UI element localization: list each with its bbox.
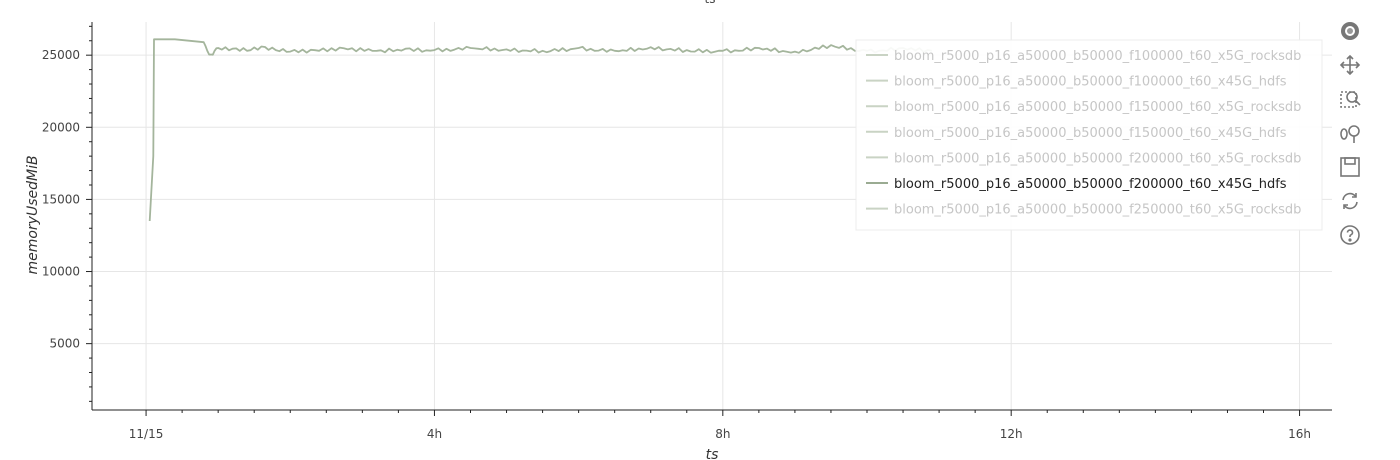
- y-axis-label: memoryUsedMiB: [25, 155, 41, 274]
- x-tick-label-0: 11/15: [129, 427, 164, 441]
- legend-item-6[interactable]: bloom_r5000_p16_a50000_b50000_f250000_t6…: [866, 203, 1301, 218]
- legend-label: bloom_r5000_p16_a50000_b50000_f200000_t6…: [894, 177, 1287, 192]
- legend-label: bloom_r5000_p16_a50000_b50000_f100000_t6…: [894, 49, 1301, 64]
- legend-label: bloom_r5000_p16_a50000_b50000_f250000_t6…: [894, 203, 1301, 218]
- legend-label: bloom_r5000_p16_a50000_b50000_f100000_t6…: [894, 75, 1287, 90]
- legend-item-2[interactable]: bloom_r5000_p16_a50000_b50000_f150000_t6…: [866, 100, 1301, 115]
- wheel-zoom-icon[interactable]: [1337, 120, 1363, 146]
- toolbar: [1333, 18, 1367, 258]
- x-tick-label-1: 4h: [427, 427, 442, 441]
- x-tick-label-3: 12h: [1000, 427, 1023, 441]
- y-tick-label-3: 20000: [42, 120, 80, 134]
- legend-item-4[interactable]: bloom_r5000_p16_a50000_b50000_f200000_t6…: [866, 151, 1301, 166]
- x-axis-label: ts: [706, 447, 719, 460]
- series-lines: [148, 38, 933, 222]
- axes: [91, 22, 1332, 411]
- y-tick-label-2: 15000: [42, 192, 80, 206]
- x-axis-ticks: 11/15 4h 8h 12h 16h: [129, 410, 1311, 441]
- y-tick-label-4: 25000: [42, 48, 80, 62]
- legend-item-3[interactable]: bloom_r5000_p16_a50000_b50000_f150000_t6…: [866, 126, 1287, 141]
- save-icon[interactable]: [1337, 154, 1363, 180]
- y-tick-label-0: 5000: [49, 337, 80, 351]
- legend-item-1[interactable]: bloom_r5000_p16_a50000_b50000_f100000_t6…: [866, 75, 1287, 90]
- x-tick-label-2: 8h: [715, 427, 730, 441]
- help-icon[interactable]: [1337, 222, 1363, 248]
- legend[interactable]: bloom_r5000_p16_a50000_b50000_f100000_t6…: [855, 39, 1323, 231]
- legend-label: bloom_r5000_p16_a50000_b50000_f150000_t6…: [894, 126, 1287, 141]
- legend-item-0[interactable]: bloom_r5000_p16_a50000_b50000_f100000_t6…: [866, 49, 1301, 64]
- y-tick-label-1: 10000: [42, 265, 80, 279]
- y-axis-ticks: 5000 10000 15000 20000 25000: [42, 25, 92, 402]
- legend-item-5[interactable]: bloom_r5000_p16_a50000_b50000_f200000_t6…: [866, 177, 1287, 192]
- series-line-5: [148, 38, 933, 222]
- legend-label: bloom_r5000_p16_a50000_b50000_f200000_t6…: [894, 151, 1301, 166]
- reset-icon[interactable]: [1337, 188, 1363, 214]
- pan-icon[interactable]: [1337, 52, 1363, 78]
- legend-label: bloom_r5000_p16_a50000_b50000_f150000_t6…: [894, 100, 1301, 115]
- chart-title: ts: [705, 0, 716, 6]
- box-zoom-icon[interactable]: [1337, 86, 1363, 112]
- bokeh-logo-icon[interactable]: [1337, 18, 1363, 44]
- x-tick-label-4: 16h: [1288, 427, 1311, 441]
- legend-box: [855, 39, 1323, 231]
